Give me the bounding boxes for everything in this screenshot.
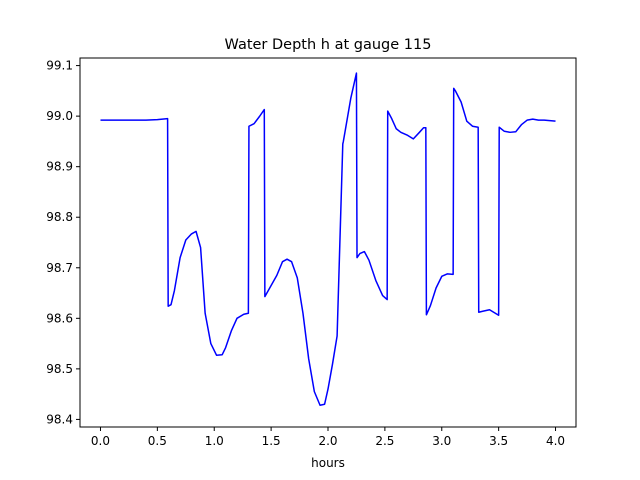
x-axis-label: hours	[311, 456, 345, 470]
x-tick-label: 1.0	[205, 434, 224, 448]
x-tick-label: 0.5	[148, 434, 167, 448]
series-line-water-depth	[100, 72, 556, 407]
x-tick-label: 3.0	[432, 434, 451, 448]
x-tick-label: 1.5	[262, 434, 281, 448]
y-tick-label: 99.1	[46, 59, 73, 73]
x-tick-label: 4.0	[546, 434, 565, 448]
x-axis: 0.0 0.5 1.0 1.5 2.0 2.5 3.0 3.5 4.0	[91, 427, 565, 448]
x-tick-label: 3.5	[489, 434, 508, 448]
x-tick-label: 0.0	[91, 434, 110, 448]
chart-title: Water Depth h at gauge 115	[225, 37, 432, 53]
y-tick-label: 99.0	[46, 109, 73, 123]
y-tick-label: 98.5	[46, 362, 73, 376]
x-tick-label: 2.0	[318, 434, 337, 448]
y-tick-label: 98.7	[46, 261, 73, 275]
plot-area-frame	[79, 57, 577, 428]
y-axis: 98.4 98.5 98.6 98.7 98.8 98.9 99.0 99.1	[46, 59, 80, 426]
x-tick-label: 2.5	[375, 434, 394, 448]
y-tick-label: 98.4	[46, 412, 73, 426]
y-tick-label: 98.9	[46, 160, 73, 174]
y-tick-label: 98.6	[46, 311, 73, 325]
y-tick-label: 98.8	[46, 210, 73, 224]
